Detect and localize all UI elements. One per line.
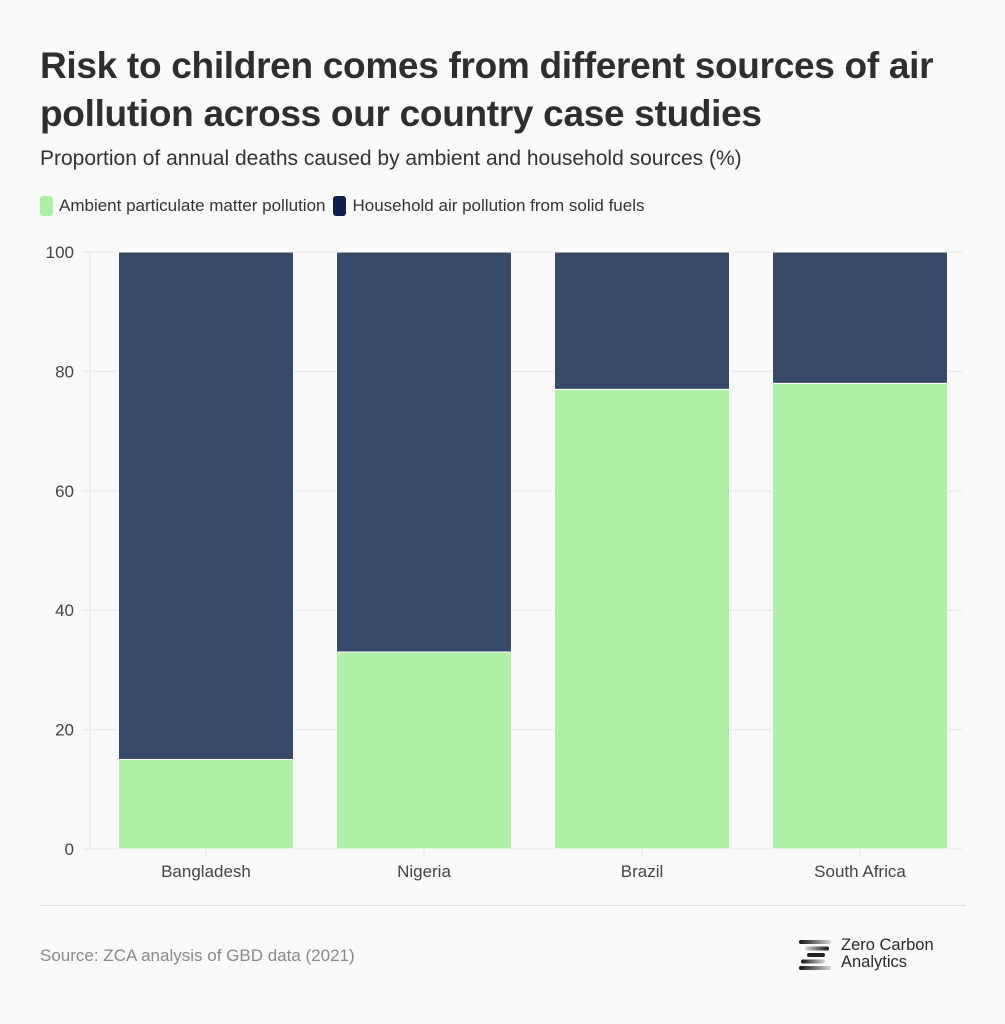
bar-ambient-south-africa[interactable]	[772, 382, 948, 850]
y-tick-label: 40	[55, 601, 74, 620]
legend-swatch-household	[333, 196, 347, 216]
chart-subtitle: Proportion of annual deaths caused by am…	[40, 147, 742, 170]
stacked-bar-chart: 0 20 40 60 80 100 Bangladesh Nigeria Brazil Sout…	[46, 243, 962, 881]
y-axis-ticks: 0 20 40 60 80 100	[46, 243, 74, 859]
legend-item-ambient[interactable]: Ambient particulate matter pollution	[40, 196, 325, 216]
x-tick-label: Bangladesh	[161, 862, 251, 881]
footer-divider	[40, 905, 966, 906]
x-tick-label: South Africa	[814, 862, 906, 881]
y-tick-label: 80	[55, 362, 74, 381]
zero-carbon-analytics-logo: Zero Carbon Analytics	[797, 937, 934, 971]
logo-line-1: Zero Carbon	[841, 936, 934, 954]
legend-item-household[interactable]: Household air pollution from solid fuels	[333, 196, 644, 216]
legend-swatch-ambient	[40, 196, 53, 216]
y-tick-label: 100	[46, 243, 74, 262]
x-tick-label: Nigeria	[397, 862, 451, 881]
bar-ambient-bangladesh[interactable]	[118, 758, 294, 850]
legend-label-ambient: Ambient particulate matter pollution	[59, 196, 326, 215]
y-tick-label: 60	[55, 482, 74, 501]
bar-household-brazil[interactable]	[554, 251, 730, 390]
x-tick-label: Brazil	[621, 862, 664, 881]
bar-ambient-nigeria[interactable]	[336, 651, 512, 850]
y-tick-label: 20	[55, 721, 74, 740]
bar-ambient-brazil[interactable]	[554, 388, 730, 850]
source-note: Source: ZCA analysis of GBD data (2021)	[40, 946, 355, 965]
chart-title: Risk to children comes from different so…	[40, 45, 934, 134]
bar-household-bangladesh[interactable]	[118, 251, 294, 760]
bars	[118, 251, 948, 850]
bar-household-nigeria[interactable]	[336, 251, 512, 653]
zca-logo-icon	[799, 940, 831, 970]
y-tick-label: 0	[65, 840, 74, 859]
logo-line-2: Analytics	[841, 953, 908, 971]
x-axis-ticks: Bangladesh Nigeria Brazil South Africa	[161, 849, 906, 881]
chart-legend: Ambient particulate matter pollution Hou…	[40, 196, 652, 216]
logo-wordmark: Zero Carbon Analytics	[841, 937, 934, 971]
legend-label-household: Household air pollution from solid fuels	[352, 196, 645, 215]
bar-household-south-africa[interactable]	[772, 251, 948, 384]
